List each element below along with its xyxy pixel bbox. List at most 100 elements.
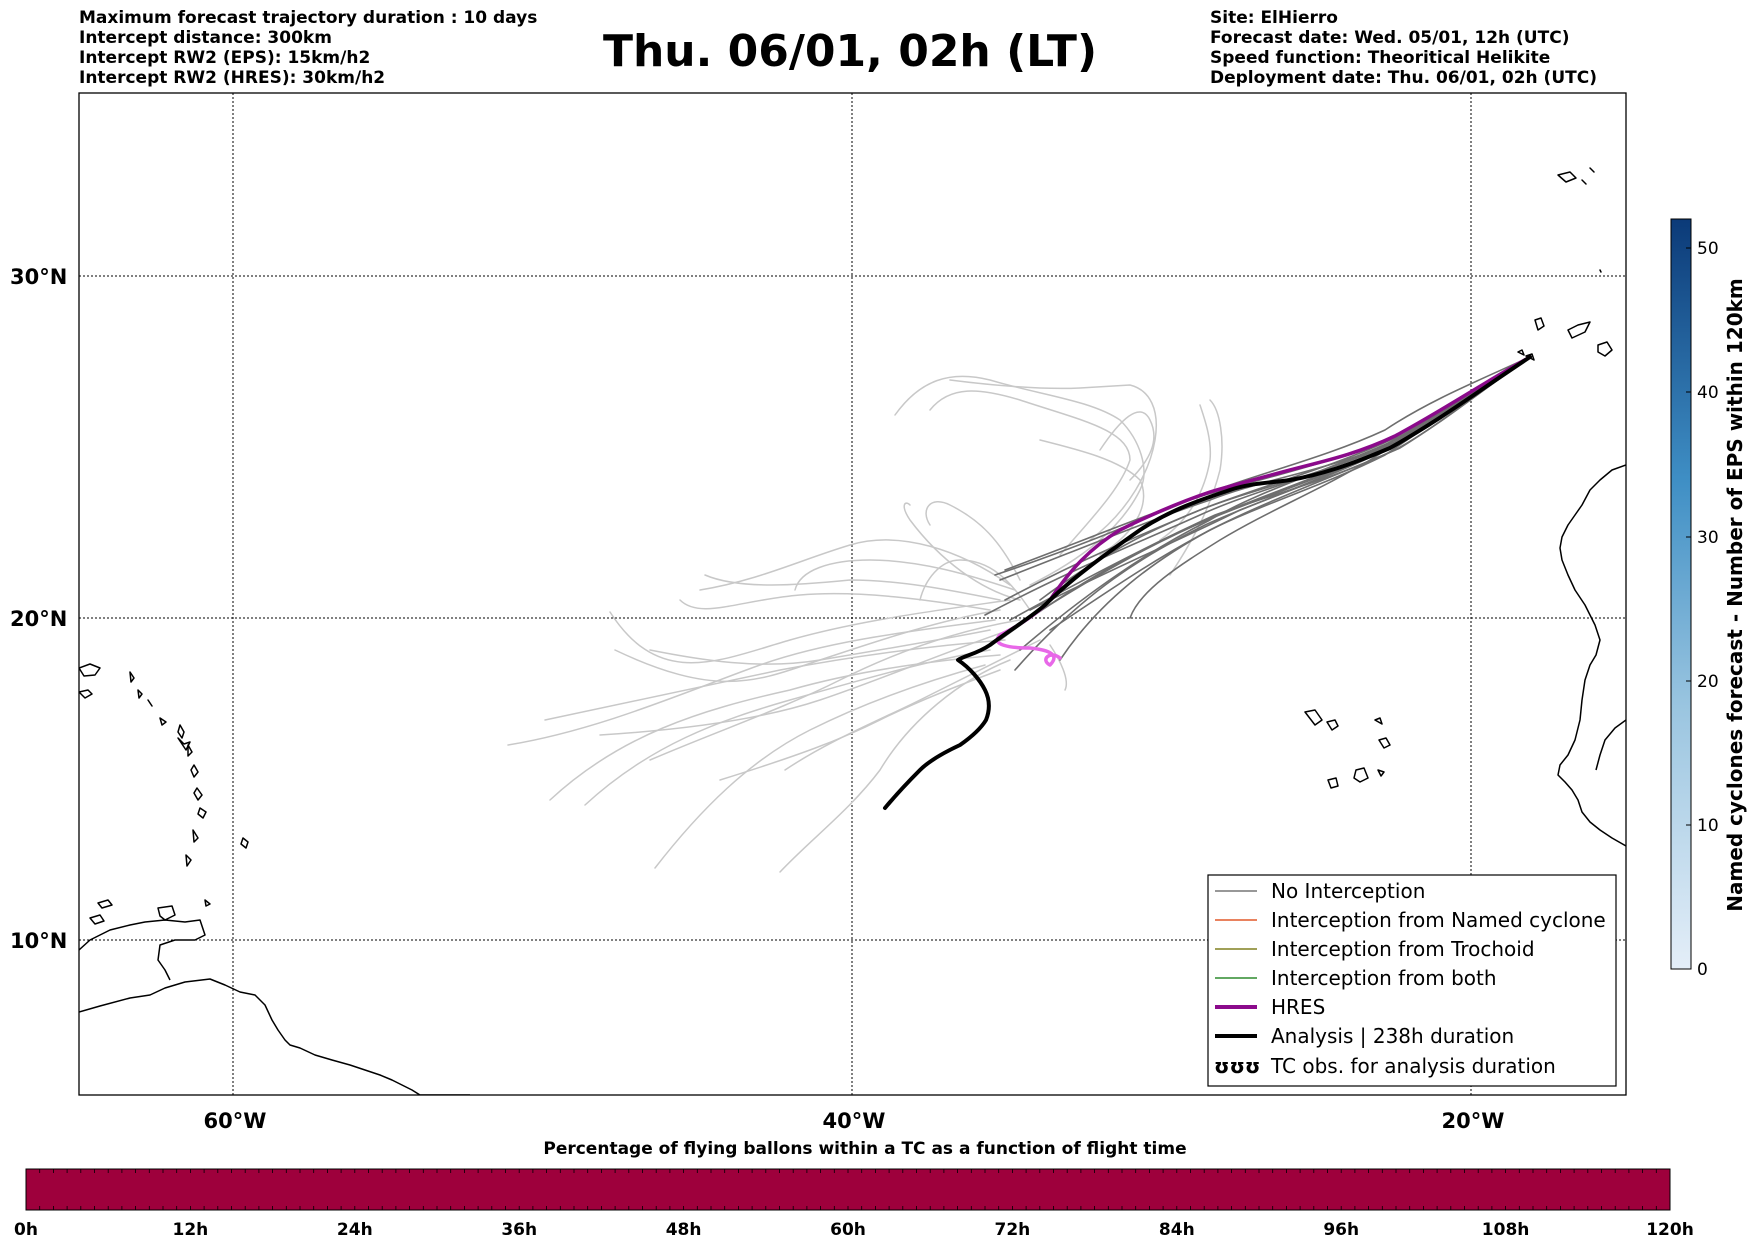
coast-south-america bbox=[79, 978, 470, 1095]
header-right-line: Site: ElHierro bbox=[1210, 8, 1338, 28]
trajectory-analysis bbox=[883, 355, 1532, 810]
trajectory-eps-light bbox=[1169, 399, 1223, 576]
legend-label: No Interception bbox=[1271, 879, 1425, 903]
legend-tc-symbol-icon: ʊʊʊ bbox=[1214, 1054, 1260, 1078]
trajectory-eps-light bbox=[679, 592, 991, 611]
colorbar-bottom-tick-label: 24h bbox=[337, 1220, 373, 1240]
island-madeira-small bbox=[1599, 269, 1602, 273]
colorbar-right-label: Named cyclones forecast - Number of EPS … bbox=[1723, 278, 1747, 912]
island-virgin bbox=[129, 671, 167, 726]
legend: No Interception Interception from Named … bbox=[1207, 874, 1617, 1087]
trajectory-eps-light bbox=[925, 501, 1021, 581]
header-left-line: Intercept distance: 300km bbox=[79, 28, 332, 48]
island-lesser-antilles bbox=[177, 724, 207, 867]
island-barbados bbox=[240, 837, 249, 849]
colorbar-tick-label: 30 bbox=[1697, 528, 1719, 548]
trajectory-eps-light bbox=[919, 559, 1031, 611]
island-antigua bbox=[177, 737, 191, 751]
colorbar-bottom-labels: 0h 12h 24h 36h 48h 60h 72h 84h 96h 108h 120h bbox=[14, 1220, 1694, 1240]
legend-label: Interception from Trochoid bbox=[1271, 937, 1535, 961]
legend-label: Analysis | 238h duration bbox=[1271, 1024, 1514, 1048]
trajectory-eps-light bbox=[1099, 411, 1155, 481]
trajectory-eps-light bbox=[649, 619, 1021, 761]
island-hispaniola-east bbox=[79, 689, 93, 699]
header-right-info: Site: ElHierro Forecast date: Wed. 05/01… bbox=[1210, 8, 1597, 88]
colorbar-right: 0 10 20 30 40 50 Named cyclones forecast… bbox=[1670, 218, 1747, 980]
lat-label-20n: 20°N bbox=[10, 607, 67, 631]
island-tobago bbox=[89, 899, 113, 925]
trajectory-eps-light bbox=[903, 502, 1021, 601]
island-madeira bbox=[1557, 167, 1595, 185]
trajectory-eps-dark bbox=[1049, 356, 1531, 631]
trajectory-eps-light bbox=[784, 639, 1041, 771]
colorbar-right-bar bbox=[1670, 218, 1692, 970]
colorbar-right-ticks bbox=[1686, 247, 1691, 970]
trajectory-eps-light bbox=[794, 559, 1016, 591]
trajectory-hres bbox=[1048, 355, 1532, 602]
header-left-line: Intercept RW2 (HRES): 30km/h2 bbox=[79, 68, 386, 88]
lon-label-60w: 60°W bbox=[204, 1109, 267, 1133]
lat-label-10n: 10°N bbox=[10, 929, 67, 953]
trajectory-eps-light bbox=[1049, 644, 1067, 691]
colorbar-tick-label: 50 bbox=[1697, 239, 1719, 259]
header-left-line: Maximum forecast trajectory duration : 1… bbox=[79, 8, 538, 28]
colorbar-bottom-tick-label: 108h bbox=[1482, 1220, 1530, 1240]
trajectory-eps-light bbox=[894, 375, 1145, 586]
colorbar-bottom-bar bbox=[25, 1168, 1671, 1211]
colorbar-bottom-tick-label: 36h bbox=[501, 1220, 537, 1240]
trajectory-eps-light bbox=[719, 669, 1001, 781]
header-right-line: Speed function: Theoritical Helikite bbox=[1210, 48, 1551, 68]
colorbar-tick-label: 0 bbox=[1697, 960, 1708, 980]
trajectory-eps-light bbox=[1159, 404, 1212, 541]
colorbar-bottom-tick-label: 48h bbox=[666, 1220, 702, 1240]
colorbar-tick-label: 10 bbox=[1697, 816, 1719, 836]
coast-venezuela-bay bbox=[79, 919, 206, 981]
main-title: Thu. 06/01, 02h (LT) bbox=[602, 26, 1098, 77]
lon-label-40w: 40°W bbox=[823, 1109, 886, 1133]
trajectory-eps-dark bbox=[994, 356, 1531, 576]
trajectory-eps-light bbox=[949, 379, 1157, 541]
colorbar-bottom-minor-ticks bbox=[39, 1169, 1657, 1210]
legend-box bbox=[1207, 874, 1617, 1087]
trajectory-eps-light bbox=[654, 664, 986, 869]
header-right-line: Deployment date: Thu. 06/01, 02h (UTC) bbox=[1210, 68, 1597, 88]
island-cape-verde bbox=[1304, 709, 1391, 789]
legend-label: TC obs. for analysis duration bbox=[1270, 1054, 1556, 1078]
legend-label: Interception from both bbox=[1271, 966, 1497, 990]
colorbar-bottom-tick-label: 0h bbox=[14, 1220, 38, 1240]
colorbar-bottom-tick-label: 12h bbox=[173, 1220, 209, 1240]
header-left-line: Intercept RW2 (EPS): 15km/h2 bbox=[79, 48, 371, 68]
colorbar-bottom-tick-label: 60h bbox=[830, 1220, 866, 1240]
colorbar-bottom-tick-label: 84h bbox=[1159, 1220, 1195, 1240]
lat-label-30n: 30°N bbox=[10, 265, 67, 289]
coast-africa-gulf bbox=[1595, 719, 1626, 771]
trajectory-eps-light bbox=[599, 629, 1011, 736]
header-right-line: Forecast date: Wed. 05/01, 12h (UTC) bbox=[1210, 28, 1570, 48]
lon-label-20w: 20°W bbox=[1442, 1109, 1505, 1133]
colorbar-bottom-tick-label: 96h bbox=[1323, 1220, 1359, 1240]
trajectory-eps-light bbox=[704, 574, 1001, 601]
colorbar-tick-label: 40 bbox=[1697, 383, 1719, 403]
coast-africa bbox=[1557, 464, 1626, 847]
colorbar-bottom: Percentage of flying ballons within a TC… bbox=[14, 1139, 1694, 1240]
trajectory-eps-light bbox=[507, 619, 996, 746]
island-trinidad bbox=[157, 899, 211, 921]
header-left-info: Maximum forecast trajectory duration : 1… bbox=[79, 8, 537, 88]
colorbar-bottom-tick-label: 72h bbox=[995, 1220, 1031, 1240]
trajectory-eps-light bbox=[699, 539, 1011, 591]
colorbar-bottom-title: Percentage of flying ballons within a TC… bbox=[543, 1139, 1186, 1159]
trajectory-eps-light bbox=[544, 639, 1006, 721]
legend-label: Interception from Named cyclone bbox=[1271, 908, 1606, 932]
trajectory-eps-light bbox=[609, 599, 1011, 664]
island-canaries bbox=[1517, 317, 1613, 361]
legend-label: HRES bbox=[1271, 995, 1325, 1019]
eps-trajectories-light bbox=[507, 375, 1223, 873]
coastlines bbox=[79, 167, 1626, 1095]
trajectory-eps-light bbox=[584, 649, 991, 806]
trajectory-eps-light bbox=[929, 390, 1131, 556]
colorbar-tick-label: 20 bbox=[1697, 672, 1719, 692]
colorbar-bottom-tick-label: 120h bbox=[1646, 1220, 1694, 1240]
trajectory-eps-light bbox=[1039, 439, 1145, 556]
island-puerto-rico bbox=[79, 663, 101, 677]
